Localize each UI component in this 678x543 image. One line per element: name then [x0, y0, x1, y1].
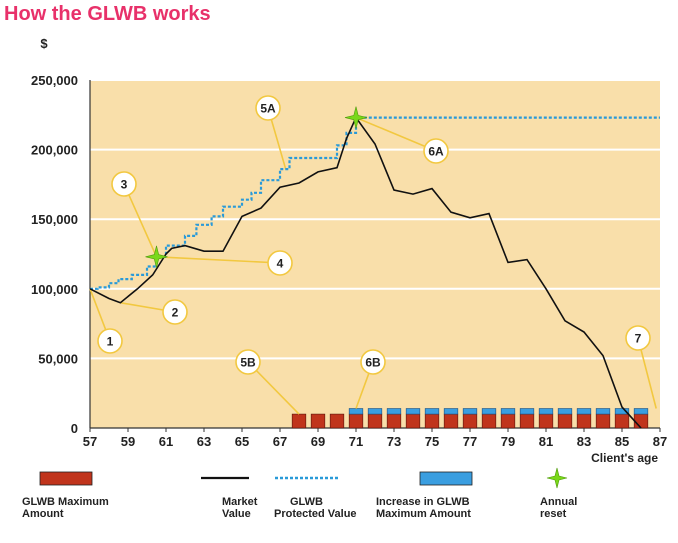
y-tick-label: 0: [71, 421, 78, 436]
max-amount-bar: [500, 413, 516, 429]
legend-label: Amount: [22, 508, 64, 520]
max-amount-bar: [405, 413, 421, 429]
x-tick-label: 73: [387, 434, 401, 449]
legend-label: Market: [222, 496, 258, 508]
max-amount-bar: [367, 413, 383, 429]
callout-circle: [360, 349, 386, 375]
max-amount-bar: [633, 413, 649, 429]
callout-label: 5B: [240, 356, 256, 370]
increase-bar: [557, 408, 573, 415]
max-amount-bar: [348, 413, 364, 429]
x-tick-label: 83: [577, 434, 591, 449]
increase-bar: [386, 408, 402, 415]
callout-circle: [267, 250, 293, 276]
callout-circle: [235, 349, 261, 375]
legend-label: reset: [540, 508, 567, 520]
max-amount-bar: [310, 413, 326, 429]
max-amount-bar: [538, 413, 554, 429]
increase-bar: [614, 408, 630, 415]
y-tick-label: 50,000: [38, 351, 78, 366]
legend-label: Protected Value: [274, 508, 357, 520]
legend-swatch-bar: [419, 471, 473, 486]
max-amount-bar: [329, 413, 345, 429]
increase-bar: [633, 408, 649, 415]
max-amount-bar: [614, 413, 630, 429]
legend-label: GLWB: [290, 496, 323, 508]
x-tick-label: 81: [539, 434, 553, 449]
increase-bar: [519, 408, 535, 415]
increase-bar: [500, 408, 516, 415]
max-amount-bar: [595, 413, 611, 429]
callout-circle: [255, 95, 281, 121]
y-tick-label: 250,000: [31, 73, 78, 88]
max-amount-bar: [481, 413, 497, 429]
callout-label: 1: [107, 335, 114, 349]
max-amount-bar: [519, 413, 535, 429]
max-amount-bar: [291, 413, 307, 429]
x-tick-label: 69: [311, 434, 325, 449]
legend-label: Increase in GLWB: [376, 496, 470, 508]
callout-line: [123, 183, 158, 258]
max-amount-bar: [424, 413, 440, 429]
callout-circle: [162, 299, 188, 325]
x-tick-label: 67: [273, 434, 287, 449]
y-axis-label: $: [40, 36, 48, 51]
legend-label: Maximum Amount: [376, 508, 471, 520]
callout-line: [355, 116, 437, 152]
increase-bar: [405, 408, 421, 415]
plot-area: [90, 80, 660, 428]
callout-circle: [111, 171, 137, 197]
increase-bar: [424, 408, 440, 415]
legend-swatch-star: [546, 467, 568, 489]
x-tick-label: 57: [83, 434, 97, 449]
x-tick-label: 85: [615, 434, 629, 449]
x-tick-label: 65: [235, 434, 249, 449]
increase-bar: [538, 408, 554, 415]
max-amount-bar: [576, 413, 592, 429]
annual-reset-star: [344, 106, 368, 129]
x-tick-label: 77: [463, 434, 477, 449]
callout-label: 7: [635, 332, 642, 346]
callout-circle: [97, 328, 123, 354]
market-value-line: [89, 116, 642, 429]
x-tick-label: 75: [425, 434, 439, 449]
y-tick-label: 150,000: [31, 212, 78, 227]
callout-label: 4: [277, 257, 284, 271]
increase-bar: [443, 408, 459, 415]
increase-bar: [576, 408, 592, 415]
x-tick-label: 79: [501, 434, 515, 449]
increase-bar: [462, 408, 478, 415]
legend-label: Annual: [540, 496, 577, 508]
x-tick-label: 71: [349, 434, 363, 449]
x-tick-label: 59: [121, 434, 135, 449]
max-amount-bar: [462, 413, 478, 429]
increase-bar: [595, 408, 611, 415]
callout-circle: [625, 325, 651, 351]
legend-swatch-bar: [39, 471, 93, 486]
increase-bar: [481, 408, 497, 415]
callout-label: 6B: [365, 356, 381, 370]
x-tick-label: 87: [653, 434, 667, 449]
callout-line: [156, 255, 281, 264]
legend-label: Value: [222, 508, 251, 520]
callout-label: 3: [121, 178, 128, 192]
callout-circle: [423, 138, 449, 164]
y-tick-label: 200,000: [31, 143, 78, 158]
increase-bar: [367, 408, 383, 415]
annual-reset-star: [145, 245, 168, 268]
callout-label: 2: [172, 306, 179, 320]
x-tick-label: 61: [159, 434, 173, 449]
max-amount-bar: [443, 413, 459, 429]
callout-label: 5A: [260, 102, 276, 116]
x-tick-label: 63: [197, 434, 211, 449]
max-amount-bar: [386, 413, 402, 429]
y-tick-label: 100,000: [31, 282, 78, 297]
x-axis-label: Client's age: [591, 451, 658, 465]
callout-label: 6A: [428, 145, 444, 159]
legend-label: GLWB Maximum: [22, 496, 109, 508]
chart-title: How the GLWB works: [4, 3, 211, 25]
increase-bar: [348, 408, 364, 415]
max-amount-bar: [557, 413, 573, 429]
